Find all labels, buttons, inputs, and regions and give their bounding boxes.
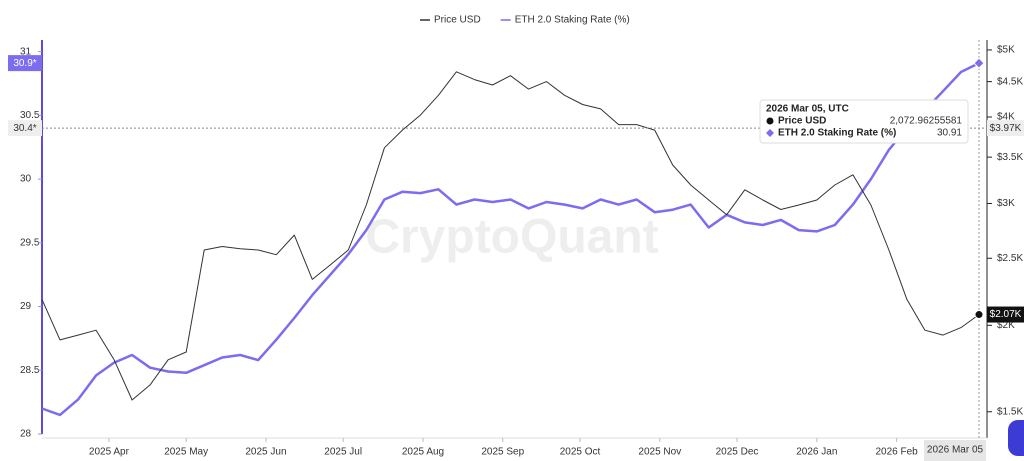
rate-end-marker (973, 57, 985, 69)
x-crosshair-box (924, 440, 986, 461)
tooltip-row-name: ETH 2.0 Staking Rate (%) (778, 128, 896, 139)
last-y-label: 30.9* (13, 58, 36, 69)
crosshair-y-label-box (8, 120, 42, 137)
x-tick-label: 2025 Aug (402, 447, 444, 458)
x-crosshair-label: 2026 Mar 05 (927, 445, 984, 456)
crosshair-y-label: 30.4* (13, 123, 36, 134)
tooltip-icon (766, 117, 774, 125)
chat-button (1008, 420, 1024, 456)
x-tick-label: 2025 Apr (89, 447, 130, 458)
y-tick-label: 31 (20, 46, 32, 57)
x-tick-label: 2025 Nov (638, 447, 681, 458)
y2-tick-label: $4K (997, 112, 1015, 123)
y-tick-label: 28 (20, 429, 32, 440)
y2-tick-label: $3.5K (997, 152, 1023, 163)
y2-tick-label: $1.5K (997, 406, 1023, 417)
x-tick-label: 2025 May (164, 447, 208, 458)
watermark: CryptoQuant (365, 211, 658, 264)
x-tick-label: 2025 Jul (324, 447, 362, 458)
y-tick-label: 30 (20, 174, 32, 185)
y-tick-label: 29.5 (20, 237, 40, 248)
y2-tick-label: $3K (997, 198, 1015, 209)
x-tick-label: 2025 Sep (481, 447, 524, 458)
y2-tick-label: $5K (997, 45, 1015, 56)
last-y2-label-box (987, 306, 1024, 323)
x-tick-label: 2025 Oct (560, 447, 601, 458)
series-line (41, 61, 980, 417)
series-line (41, 71, 980, 401)
last-y-label-box (8, 55, 42, 72)
tooltip-row-value: 2,072.96255581 (890, 116, 963, 127)
y2-tick-label: $2.5K (997, 253, 1023, 264)
x-tick-label: 2025 Dec (716, 447, 759, 458)
tooltip-box (759, 99, 969, 144)
last-y2-label: $2.07K (990, 309, 1022, 320)
price-end-marker (974, 310, 984, 320)
legend-label: Price USD (434, 15, 481, 26)
legend-label: ETH 2.0 Staking Rate (%) (515, 15, 630, 26)
y2-tick-label: $2K (997, 320, 1015, 331)
y-tick-label: 29 (20, 301, 32, 312)
crosshair-y2-label: $3.97K (990, 123, 1022, 134)
x-tick-label: 2026 Feb (875, 447, 918, 458)
tooltip-row-name: Price USD (778, 116, 826, 127)
y2-tick-label: $4.5K (997, 76, 1023, 87)
tooltip-row-value: 30.91 (937, 128, 962, 139)
y-tick-label: 30.5 (20, 110, 40, 121)
y-tick-label: 28.5 (20, 365, 40, 376)
crosshair-y2-label-box (987, 120, 1024, 137)
x-tick-label: 2025 Jun (245, 447, 286, 458)
x-tick-label: 2026 Jan (796, 447, 837, 458)
tooltip-icon (766, 129, 774, 137)
tooltip-title: 2026 Mar 05, UTC (766, 104, 849, 115)
